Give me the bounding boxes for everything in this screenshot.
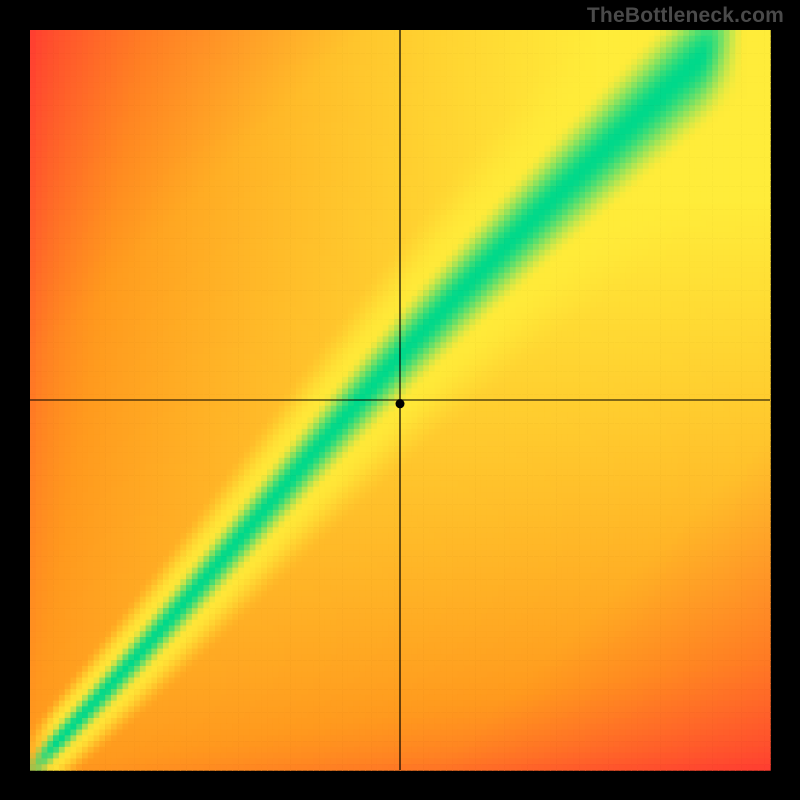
watermark-text: TheBottleneck.com bbox=[587, 4, 784, 28]
